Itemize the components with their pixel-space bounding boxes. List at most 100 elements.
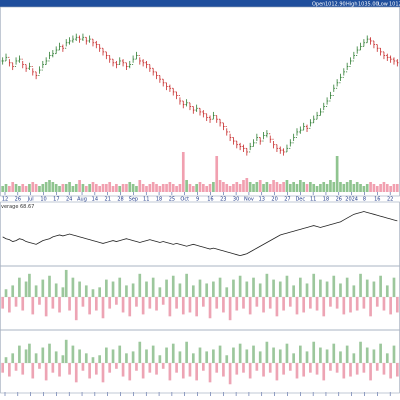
- histogram-bar: [312, 341, 316, 363]
- open-value: 1012.90: [325, 2, 346, 8]
- x-tick-label: 11: [143, 197, 149, 203]
- histogram-bar: [1, 363, 5, 373]
- volume-bar: [141, 184, 145, 192]
- candle: [158, 75, 162, 83]
- x-tick-label: 16: [207, 197, 213, 203]
- volume-bar: [382, 182, 386, 192]
- volume-bar: [8, 186, 11, 192]
- histogram-bar: [275, 363, 279, 381]
- candle: [48, 51, 51, 62]
- candle: [309, 119, 312, 129]
- volume-bar: [369, 182, 372, 192]
- candle: [31, 66, 34, 76]
- candle: [369, 37, 372, 45]
- histogram-bar: [222, 363, 225, 377]
- x-tick-label: Jul: [27, 197, 34, 203]
- histogram-bar: [51, 297, 55, 309]
- histogram-bar: [218, 277, 222, 297]
- histogram-bar: [135, 363, 138, 371]
- histogram-bar: [101, 363, 105, 383]
- volume-bar: [21, 184, 25, 192]
- histogram-bar: [362, 363, 366, 373]
- candle: [21, 58, 24, 69]
- volume-bar: [88, 184, 91, 192]
- candle: [372, 40, 376, 49]
- volume-bar: [161, 184, 165, 192]
- histogram-bar: [345, 345, 349, 363]
- histogram-bar: [365, 347, 369, 363]
- volume-bar: [135, 186, 138, 192]
- volume-bar: [81, 184, 85, 192]
- histogram-bar: [205, 351, 209, 363]
- candle: [65, 39, 68, 49]
- high-value: 1035.00: [358, 2, 379, 8]
- histogram-bar: [101, 297, 105, 319]
- histogram-bar: [178, 283, 182, 297]
- histogram-bar: [319, 347, 322, 363]
- volume-bar: [248, 182, 252, 192]
- low-label: Low: [378, 2, 388, 8]
- candle: [188, 102, 192, 111]
- histogram-bar: [58, 363, 61, 377]
- panel-border: [0, 201, 400, 267]
- volume-bar: [355, 182, 359, 192]
- histogram-bar: [88, 297, 91, 315]
- candle: [376, 44, 379, 52]
- candle: [319, 108, 322, 116]
- histogram-bar: [355, 297, 359, 311]
- x-tick-label: 8: [363, 197, 366, 203]
- volume-bar: [78, 180, 81, 192]
- histogram-bar: [151, 277, 155, 297]
- candle: [128, 60, 131, 69]
- candle: [141, 59, 145, 67]
- volume-bar: [265, 182, 269, 192]
- volume-bar: [41, 184, 45, 192]
- candle: [185, 99, 188, 107]
- histogram-2-panel: [1, 339, 399, 385]
- histogram-bar: [125, 285, 128, 297]
- histogram-bar: [44, 297, 48, 317]
- volume-bar: [298, 180, 302, 192]
- candle: [4, 53, 8, 62]
- histogram-bar: [369, 297, 372, 317]
- volume-bar: [392, 184, 396, 192]
- volume-bar: [292, 182, 295, 192]
- histogram-bar: [84, 353, 88, 363]
- x-axis-main: 12 26 Jul 10 17 24 Aug 14 21 28 Sep 11 18 25 Oct 9 16 23 3…: [2, 192, 393, 203]
- candle: [75, 33, 78, 41]
- volume-bar: [212, 182, 215, 192]
- histogram-bar: [288, 363, 292, 371]
- histogram-bar: [322, 363, 326, 381]
- histogram-bar: [91, 357, 95, 363]
- histogram-bar: [121, 297, 125, 313]
- volume-bar: [34, 184, 38, 192]
- candle: [108, 55, 111, 63]
- histogram-bar: [21, 297, 25, 311]
- histogram-bar: [332, 275, 336, 297]
- candle: [98, 44, 101, 52]
- volume-bar: [339, 182, 342, 192]
- histogram-bar: [191, 353, 195, 363]
- volume-bar: [18, 186, 21, 192]
- histogram-bar: [212, 281, 215, 297]
- histogram-bar: [235, 297, 239, 311]
- candle: [175, 91, 178, 100]
- histogram-bar: [218, 345, 222, 363]
- candle: [88, 35, 91, 43]
- volume-bar: [24, 186, 28, 192]
- histogram-bar: [48, 343, 51, 363]
- volume-bar: [228, 186, 232, 192]
- histogram-1-panel: [1, 269, 399, 321]
- histogram-bar: [382, 297, 386, 311]
- histogram-bar: [319, 279, 322, 297]
- histogram-bar: [255, 363, 259, 371]
- histogram-bar: [158, 287, 162, 297]
- open-label: Open: [312, 2, 325, 8]
- histogram-bar: [108, 297, 112, 309]
- histogram-bar: [128, 297, 132, 317]
- histogram-bar: [178, 351, 182, 363]
- candle: [71, 35, 75, 43]
- histogram-bar: [395, 363, 399, 377]
- candle: [245, 147, 249, 156]
- histogram-bar: [34, 353, 38, 363]
